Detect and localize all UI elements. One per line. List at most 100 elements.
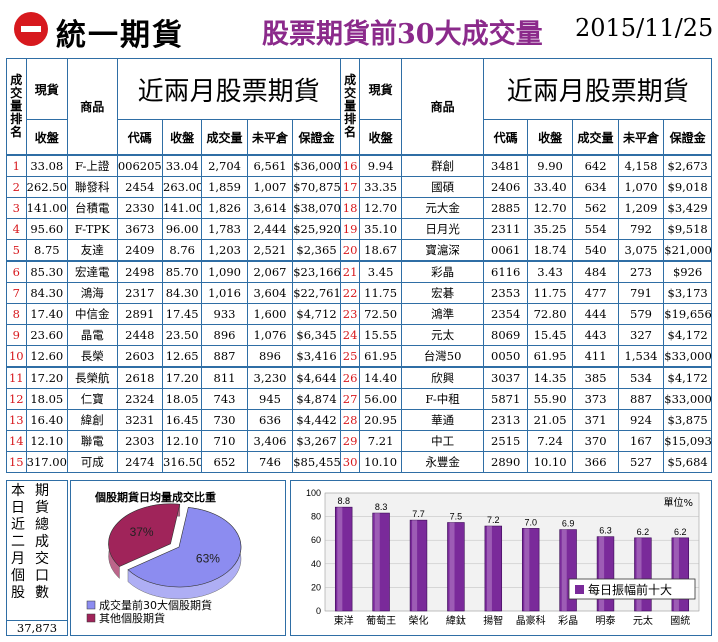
cell-code: 2303 bbox=[116, 430, 164, 452]
cell-close2: 55.90 bbox=[526, 388, 574, 410]
cell-volume: 1,016 bbox=[201, 282, 248, 304]
bar-highlight bbox=[449, 522, 455, 611]
cell-volume2: 484 bbox=[572, 260, 619, 283]
cell-spot: 8.75 bbox=[25, 239, 68, 262]
cell-close: 84.30 bbox=[162, 282, 203, 304]
y-tick-label: 0 bbox=[316, 606, 321, 616]
cell-rank2: 18 bbox=[339, 197, 361, 219]
x-tick-label: 葡萄王 bbox=[366, 614, 396, 627]
cell-code2: 3037 bbox=[483, 366, 528, 389]
pie-slice bbox=[108, 503, 181, 567]
cell-oi2: 527 bbox=[617, 451, 665, 473]
pie-slice-label: 63% bbox=[196, 552, 220, 566]
y-tick-label: 60 bbox=[311, 535, 321, 545]
bar-highlight bbox=[412, 520, 418, 611]
cell-oi: 746 bbox=[246, 451, 294, 473]
cell-spot: 33.08 bbox=[25, 154, 68, 177]
cell-code2: 2890 bbox=[483, 451, 528, 473]
cell-product: 友達 bbox=[66, 239, 118, 262]
cell-oi: 3,614 bbox=[246, 197, 294, 219]
cell-close: 16.45 bbox=[162, 409, 203, 431]
cell-product2: 元太 bbox=[400, 324, 485, 346]
cell-spot: 317.00 bbox=[25, 451, 68, 473]
bar bbox=[409, 519, 428, 612]
cell-margin2: $9,518 bbox=[663, 218, 712, 240]
cell-margin: $3,267 bbox=[292, 430, 341, 452]
cell-close: 85.70 bbox=[162, 260, 203, 283]
cell-margin2: $5,684 bbox=[663, 451, 712, 473]
cell-volume2: 371 bbox=[572, 409, 619, 431]
cell-spot2: 61.95 bbox=[359, 345, 402, 368]
cell-margin: $36,000 bbox=[292, 154, 341, 177]
cell-close2: 7.24 bbox=[526, 430, 574, 452]
cell-volume: 1,859 bbox=[201, 176, 248, 198]
cell-rank2: 28 bbox=[339, 409, 361, 431]
cell-code2: 2515 bbox=[483, 430, 528, 452]
cell-close2: 14.35 bbox=[526, 366, 574, 389]
cell-volume2: 562 bbox=[572, 197, 619, 219]
cell-product: 可成 bbox=[66, 451, 118, 473]
cell-margin: $4,442 bbox=[292, 409, 341, 431]
cell-spot: 18.05 bbox=[25, 388, 68, 410]
cell-close: 33.04 bbox=[162, 154, 203, 177]
cell-close2: 9.90 bbox=[526, 154, 574, 177]
cell-volume: 933 bbox=[201, 303, 248, 325]
cell-volume2: 373 bbox=[572, 388, 619, 410]
monthly-volume-value: 37,873 bbox=[7, 620, 67, 635]
table-row: 11 17.20 長榮航 2618 17.20 811 3,230 $4,644 26 14.40… bbox=[6, 366, 712, 389]
cell-spot2: 3.45 bbox=[359, 260, 402, 283]
logo-icon bbox=[14, 12, 48, 46]
cell-close2: 35.25 bbox=[526, 218, 574, 240]
cell-rank: 7 bbox=[6, 282, 27, 304]
cell-close2: 61.95 bbox=[526, 345, 574, 368]
bar bbox=[521, 528, 540, 612]
cell-volume2: 385 bbox=[572, 366, 619, 389]
cell-margin2: $21,000 bbox=[663, 239, 712, 262]
cell-code: 2603 bbox=[116, 345, 164, 368]
cell-oi2: 792 bbox=[617, 218, 665, 240]
table-row: 1 33.08 F-上證 006205 33.04 2,704 6,561 $36,000 16… bbox=[6, 154, 712, 177]
cell-volume: 710 bbox=[201, 430, 248, 452]
cell-spot: 17.40 bbox=[25, 303, 68, 325]
cell-code: 006205 bbox=[116, 154, 164, 177]
x-tick-label: 揚智 bbox=[483, 614, 503, 627]
cell-volume: 1,203 bbox=[201, 239, 248, 262]
table-row: 6 85.30 宏達電 2498 85.70 1,090 2,067 $23,166 21 3.4… bbox=[6, 260, 712, 283]
cell-code: 2474 bbox=[116, 451, 164, 473]
x-tick-label: 東洋 bbox=[334, 614, 354, 627]
cell-spot2: 15.55 bbox=[359, 324, 402, 346]
cell-margin2: $33,000 bbox=[663, 345, 712, 368]
logo-text: 統一期貨 bbox=[56, 18, 184, 53]
monthly-volume-label: 本期日貨近總二成月交個口股數 bbox=[11, 483, 59, 601]
cell-code: 2498 bbox=[116, 260, 164, 283]
col-volume: 成交量 bbox=[201, 119, 248, 156]
cell-volume2: 443 bbox=[572, 324, 619, 346]
cell-close: 141.00 bbox=[162, 197, 203, 219]
cell-code2: 2885 bbox=[483, 197, 528, 219]
cell-volume2: 634 bbox=[572, 176, 619, 198]
cell-rank2: 17 bbox=[339, 176, 361, 198]
cell-rank2: 25 bbox=[339, 345, 361, 368]
bar-value-label: 8.8 bbox=[337, 496, 350, 506]
bar-highlight bbox=[524, 528, 530, 611]
y-tick-label: 100 bbox=[306, 488, 321, 498]
bar-value-label: 7.7 bbox=[412, 509, 425, 519]
bar-value-label: 7.0 bbox=[524, 517, 537, 527]
cell-product: 長榮航 bbox=[66, 366, 118, 389]
cell-product2: 彩晶 bbox=[400, 260, 485, 283]
cell-rank: 6 bbox=[6, 260, 27, 283]
cell-volume2: 411 bbox=[572, 345, 619, 368]
cell-code2: 2311 bbox=[483, 218, 528, 240]
cell-product2: 永豐金 bbox=[400, 451, 485, 473]
bar bbox=[484, 525, 503, 612]
cell-spot2: 35.10 bbox=[359, 218, 402, 240]
cell-volume: 652 bbox=[201, 451, 248, 473]
cell-spot2: 14.40 bbox=[359, 366, 402, 389]
cell-spot2: 56.00 bbox=[359, 388, 402, 410]
y-tick-label: 40 bbox=[311, 559, 321, 569]
cell-spot2: 10.10 bbox=[359, 451, 402, 473]
cell-product2: 元大金 bbox=[400, 197, 485, 219]
x-tick-label: 晶豪科 bbox=[516, 614, 546, 627]
cell-oi: 1,600 bbox=[246, 303, 294, 325]
cell-volume: 2,704 bbox=[201, 154, 248, 177]
